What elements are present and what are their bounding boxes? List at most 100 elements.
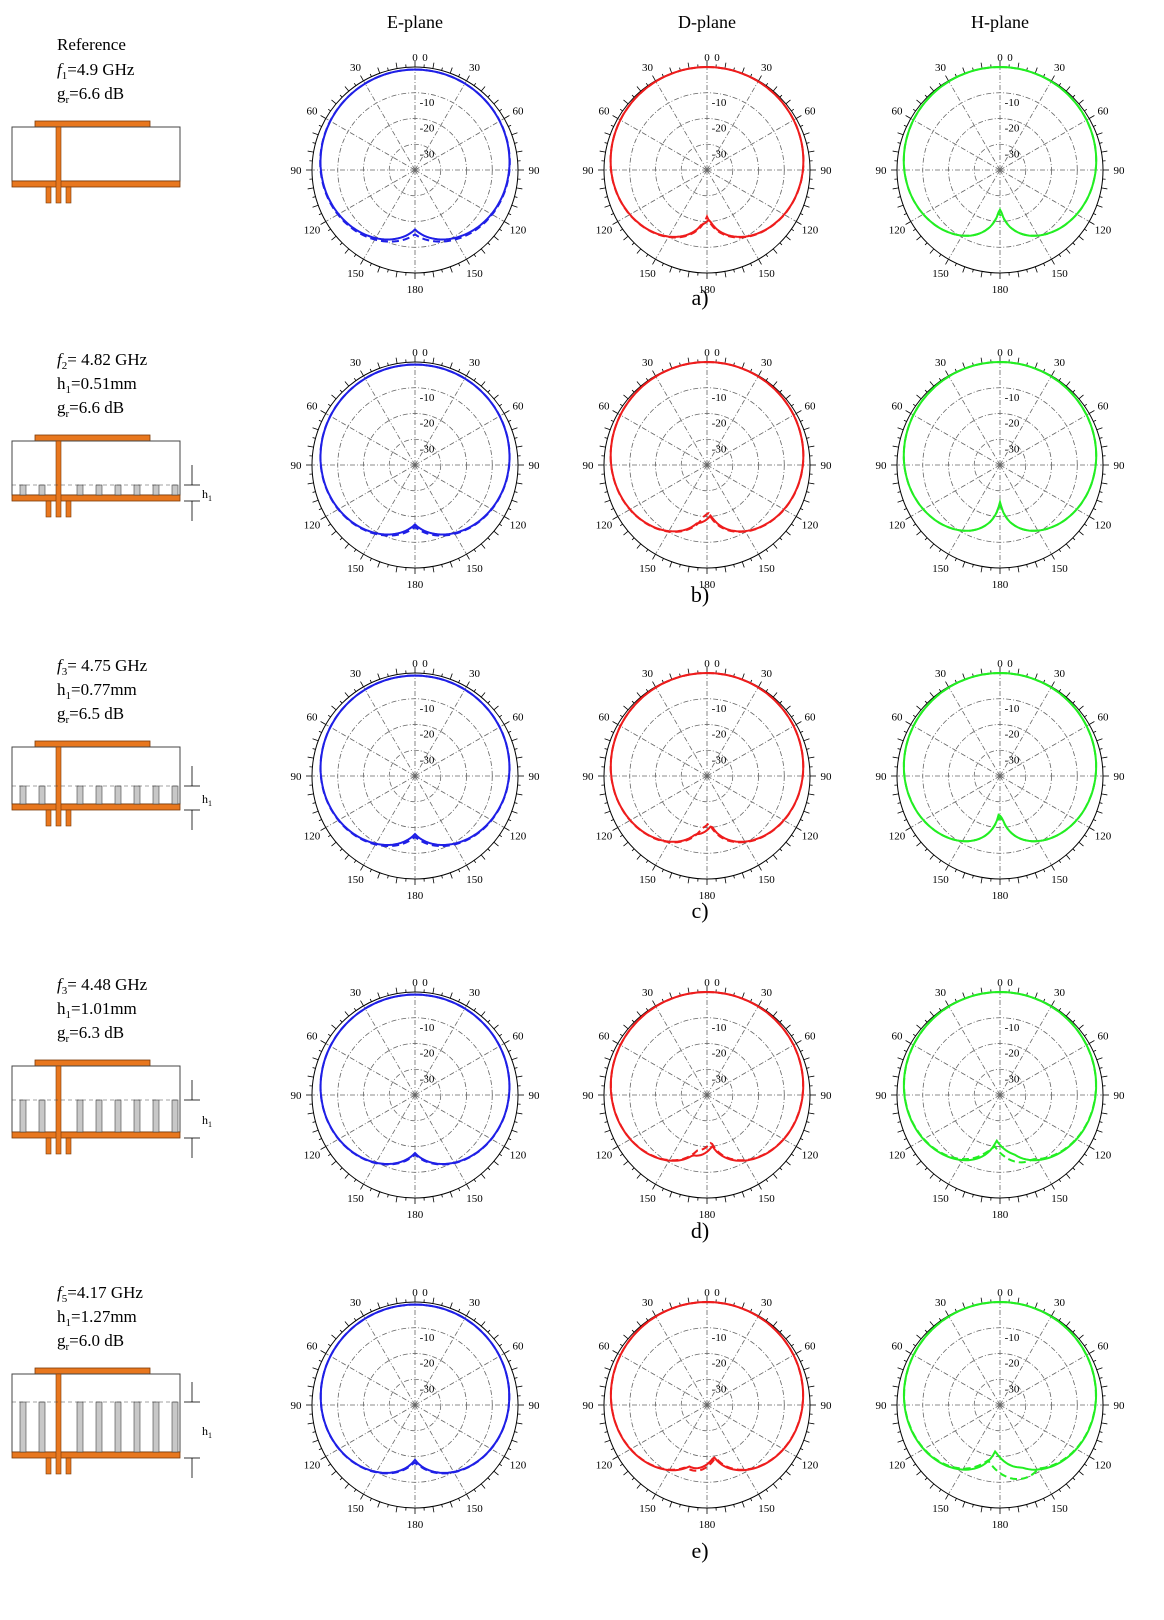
polar-tick	[669, 1302, 673, 1309]
polar-tick	[669, 362, 673, 369]
polar-tick	[724, 566, 727, 573]
polar-tick	[954, 73, 957, 77]
polar-tick	[905, 516, 911, 520]
angle-label: 180	[992, 284, 1009, 296]
polar-tick	[339, 700, 343, 704]
polar-tick	[487, 242, 491, 246]
polar-tick	[924, 242, 928, 246]
polar-ring	[388, 438, 442, 492]
polar-spoke	[414, 1043, 505, 1096]
polar-tick	[791, 1463, 795, 1467]
polar-tick	[758, 1000, 762, 1006]
polar-spoke	[999, 686, 1052, 777]
polar-tick	[652, 865, 656, 871]
patch	[34, 120, 151, 128]
polar-tick	[897, 204, 904, 208]
polar-tick	[645, 1317, 649, 1321]
polar-tick	[432, 877, 435, 884]
polar-tick	[1051, 1494, 1055, 1500]
polar-tick	[897, 810, 904, 814]
polar-spoke	[948, 775, 1001, 866]
polar-tick	[905, 1040, 911, 1044]
polar-tick	[619, 1153, 623, 1157]
polar-tick	[765, 688, 769, 692]
polar-tick	[954, 1188, 957, 1192]
angle-label: 150	[1051, 874, 1068, 886]
polar-tick	[785, 841, 791, 847]
angle-label: 0	[997, 977, 1003, 989]
polar-tick	[612, 410, 618, 414]
polar-tick	[938, 1489, 942, 1493]
polar-tick	[473, 688, 477, 692]
polar-tick	[905, 1350, 911, 1354]
polar-tick	[466, 681, 470, 687]
polar-spoke	[414, 1315, 467, 1406]
polar-tick	[1051, 1184, 1055, 1190]
polar-tick	[377, 67, 381, 74]
radial-label: -30	[712, 443, 727, 455]
polar-tick	[369, 1308, 372, 1312]
polar-tick	[377, 1501, 381, 1508]
polar-tick	[320, 721, 326, 725]
polar-tick	[499, 714, 503, 718]
polar-tick	[687, 877, 690, 884]
polar-tick	[796, 221, 802, 225]
polar-spoke	[414, 1404, 467, 1495]
polar-tick	[320, 221, 326, 225]
polar-tick	[803, 1367, 810, 1371]
polar-tick	[905, 221, 911, 225]
angle-label: 120	[1095, 831, 1112, 843]
polar-tick	[1034, 1302, 1038, 1309]
polar-spoke	[706, 686, 759, 777]
polar-chart-e-plane-b: 0 30 30 60 60 90 90 120 120 150 150 180 0 -10 -20 -30	[291, 347, 541, 591]
angle-label: 120	[889, 225, 906, 237]
polar-spoke	[706, 413, 797, 466]
polar-tick	[360, 865, 364, 871]
polar-tick	[441, 67, 443, 71]
polar-tick	[432, 1506, 435, 1513]
polar-tick	[307, 445, 314, 448]
polar-tick	[1101, 187, 1108, 190]
polar-spoke	[414, 413, 505, 466]
angle-label: 90	[1114, 1090, 1126, 1102]
polar-tick	[516, 150, 523, 153]
polar-tick	[458, 1308, 461, 1312]
polar-tick	[312, 437, 316, 439]
radial-label: 0	[714, 52, 720, 64]
polar-tick	[339, 537, 343, 541]
angle-label: 120	[510, 1150, 527, 1162]
polar-tick	[1034, 266, 1038, 273]
polar-tick	[395, 271, 398, 278]
angle-label: 30	[935, 62, 947, 74]
polar-tick	[612, 1456, 618, 1460]
polar-tick	[1051, 554, 1055, 560]
polar-tick	[514, 437, 518, 439]
polar-tick	[800, 1049, 804, 1052]
row-label: c)	[691, 898, 708, 923]
polar-tick	[339, 1167, 343, 1171]
polar-spoke	[414, 1094, 505, 1147]
polar-tick	[1026, 1504, 1028, 1508]
polar-tick	[645, 1179, 649, 1183]
angle-label: 120	[510, 1460, 527, 1472]
via-pin	[133, 1099, 141, 1133]
angle-label: 60	[1098, 106, 1110, 118]
polar-spoke	[414, 464, 467, 555]
polar-tick	[473, 1489, 477, 1493]
polar-tick	[687, 271, 690, 278]
polar-tick	[604, 1439, 611, 1443]
angle-label: 30	[1054, 62, 1066, 74]
polar-tick	[493, 705, 499, 711]
radial-label: -10	[420, 1022, 435, 1034]
via-pin	[171, 1099, 179, 1133]
feed-pin	[55, 1373, 62, 1475]
polar-tick	[1026, 875, 1028, 879]
polar-spoke	[706, 775, 759, 866]
polar-tick	[466, 75, 470, 81]
via-pin	[19, 484, 27, 496]
polar-spoke	[414, 686, 467, 777]
polar-tick	[929, 692, 935, 698]
polar-tick	[785, 235, 791, 241]
polar-tick	[803, 204, 810, 208]
param-text: gr=6.3 dB	[57, 1023, 124, 1045]
